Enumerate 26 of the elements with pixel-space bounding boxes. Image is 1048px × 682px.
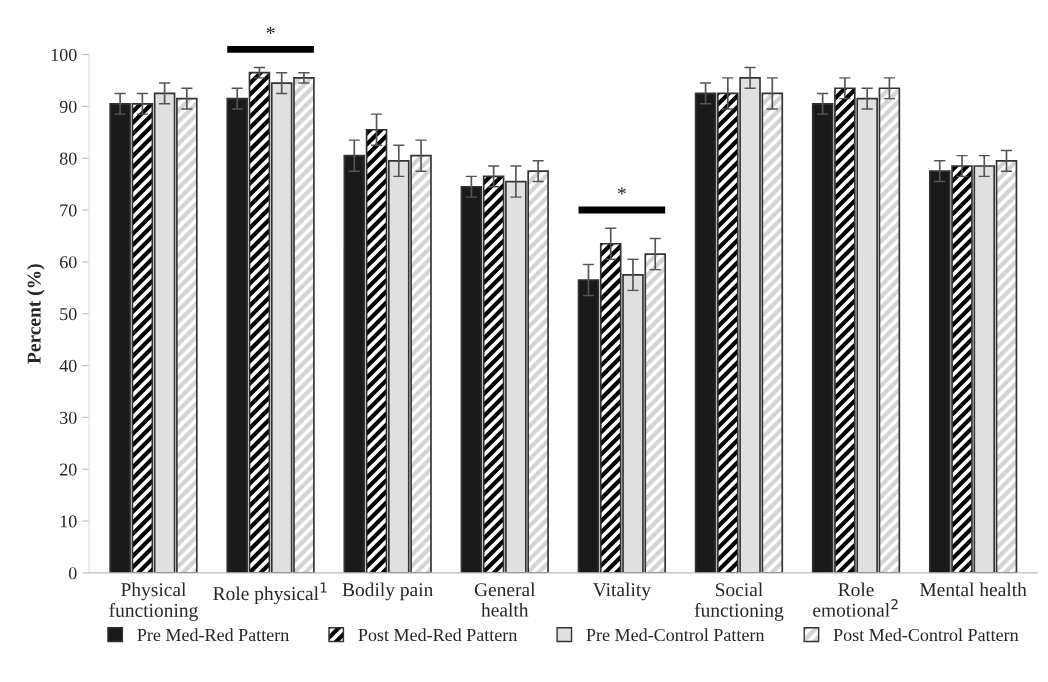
x-tick-label: General health: [474, 582, 536, 617]
annotation: *: [617, 187, 626, 195]
y-tick-label: 30: [60, 411, 77, 424]
legend-label: Post Med-Red Pattern: [358, 628, 518, 642]
legend-label: Pre Med-Red Pattern: [137, 628, 289, 642]
y-tick-label: 100: [51, 48, 77, 61]
legend-label: Post Med-Control Pattern: [833, 628, 1019, 642]
x-tick-label: Mental health: [919, 582, 1027, 597]
y-tick-label: 80: [59, 152, 77, 165]
y-axis-title: Percent (%): [27, 264, 45, 364]
x-tick-label: Physical functioning: [109, 582, 198, 621]
text: *: [266, 26, 275, 34]
y-tick-label: 0: [68, 567, 77, 580]
x-tick-label: Vitality: [592, 582, 651, 601]
x-tick-label: Bodily pain: [342, 582, 434, 601]
y-tick-label: 90: [59, 100, 77, 113]
y-tick-label: 50: [60, 307, 77, 321]
x-tick-label: Social functioning: [694, 582, 784, 621]
y-tick-label: 10: [60, 515, 77, 528]
y-tick-label: 70: [60, 204, 77, 217]
legend-label: Pre Med-Control Pattern: [586, 628, 765, 642]
y-tick-label: 60: [59, 256, 77, 269]
x-tick-label: Role emotional$^{2}$: [813, 582, 898, 617]
y-tick-label: 40: [59, 359, 77, 372]
y-tick-label: 20: [60, 463, 77, 476]
x-tick-label: Role physical$^{1}$: [213, 582, 327, 605]
